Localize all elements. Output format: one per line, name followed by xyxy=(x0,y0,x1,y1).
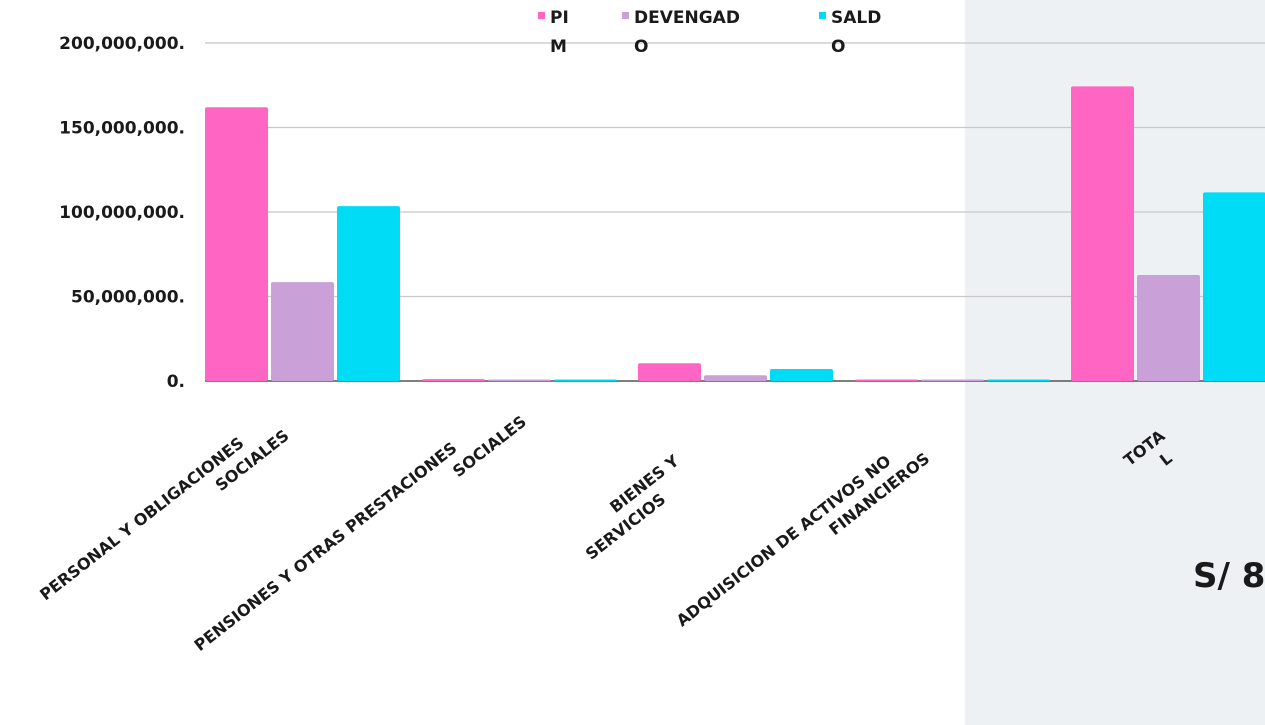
legend: PI M DEVENGAD O SALD O xyxy=(538,8,881,57)
category-label-line: PERSONAL Y OBLIGACIONES xyxy=(36,433,247,604)
y-tick-label: 100,000,000. xyxy=(59,203,185,223)
y-tick-label: 200,000,000. xyxy=(59,34,185,54)
legend-swatch xyxy=(622,12,629,19)
bar xyxy=(554,379,617,381)
bar xyxy=(1137,275,1200,381)
category-label-line: ADQUISICION DE ACTIVOS NO xyxy=(673,451,895,630)
bar xyxy=(770,369,833,381)
legend-label: M xyxy=(550,37,567,57)
category-label-line: SOCIALES xyxy=(449,412,530,481)
bar xyxy=(921,379,984,381)
y-tick-label: 150,000,000. xyxy=(59,119,185,139)
bar xyxy=(271,282,334,381)
bar xyxy=(337,206,400,381)
legend-label: PI xyxy=(550,8,569,28)
y-tick-label: 50,000,000. xyxy=(71,288,185,308)
x-axis-labels: PERSONAL Y OBLIGACIONES SOCIALESPENSIONES… xyxy=(36,412,1176,655)
category-label-line: L xyxy=(1156,448,1176,469)
legend-label: O xyxy=(634,37,648,57)
bar xyxy=(704,375,767,381)
bar xyxy=(422,379,485,381)
bar xyxy=(488,379,551,381)
legend-swatch xyxy=(819,12,826,19)
bar xyxy=(1203,192,1265,381)
total-amount: S/ 8 xyxy=(1193,556,1265,596)
bars xyxy=(205,86,1265,382)
bar xyxy=(1071,86,1134,382)
y-tick-label: 0. xyxy=(167,372,185,392)
legend-label: SALD xyxy=(831,8,881,28)
bar xyxy=(987,379,1050,381)
legend-label: DEVENGAD xyxy=(634,8,740,28)
legend-label: O xyxy=(831,37,845,57)
bar xyxy=(638,363,701,381)
legend-swatch xyxy=(538,12,545,19)
bar xyxy=(205,107,268,381)
bar xyxy=(855,379,918,381)
y-axis-ticks: 0. 50,000,000. 100,000,000. 150,000,000. 200… xyxy=(59,34,185,392)
